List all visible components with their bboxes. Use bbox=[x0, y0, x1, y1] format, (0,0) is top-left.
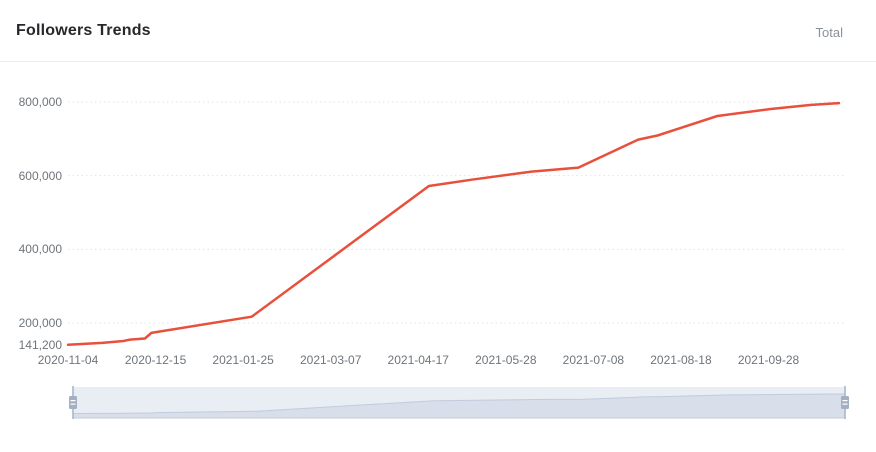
slider-handle-left-groove bbox=[70, 400, 76, 402]
page-title: Followers Trends bbox=[16, 22, 151, 39]
slider-handle-right[interactable] bbox=[841, 396, 849, 409]
legend-item-total[interactable]: Total bbox=[815, 25, 843, 40]
x-axis-tick-label: 2021-01-25 bbox=[212, 353, 274, 367]
y-axis-tick-label: 141,200 bbox=[18, 337, 62, 352]
slider-handle-right-groove bbox=[842, 400, 848, 402]
slider-handle-left[interactable] bbox=[69, 396, 77, 409]
followers-line bbox=[66, 101, 841, 346]
slider-handle-left-groove bbox=[70, 403, 76, 405]
x-axis-tick-label: 2021-03-07 bbox=[299, 353, 362, 367]
x-axis-tick-label: 2021-05-28 bbox=[475, 353, 537, 367]
x-axis-tick-label: 2021-08-18 bbox=[650, 353, 712, 367]
x-axis-tick-label: 2021-09-28 bbox=[737, 353, 800, 367]
y-axis-tick-label: 600,000 bbox=[18, 168, 62, 183]
card-header: Followers Trends Total bbox=[0, 0, 876, 62]
x-axis-tick-label: 2020-12-15 bbox=[124, 353, 187, 367]
y-axis-tick-label: 800,000 bbox=[18, 95, 62, 109]
datazoom-shadow-area bbox=[72, 393, 846, 419]
x-axis-tick-label: 2021-04-17 bbox=[387, 353, 449, 367]
slider-handle-right-groove bbox=[842, 403, 848, 405]
x-axis-tick-label: 2021-07-08 bbox=[562, 353, 625, 367]
y-axis-tick-label: 200,000 bbox=[18, 316, 62, 330]
y-axis-tick-label: 400,000 bbox=[18, 242, 62, 257]
x-axis-tick-label: 2020-11-04 bbox=[37, 353, 99, 367]
